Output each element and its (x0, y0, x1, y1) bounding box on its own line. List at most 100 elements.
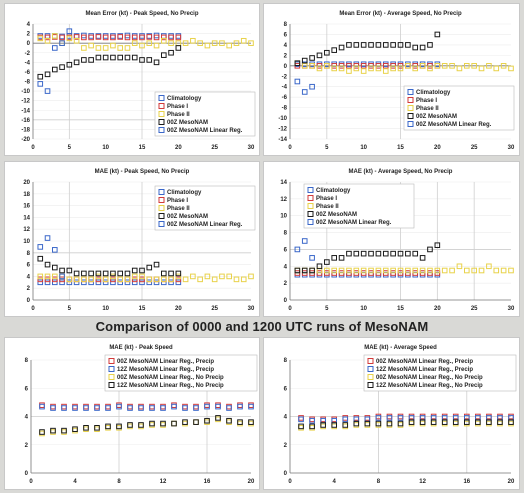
data-point (298, 423, 304, 430)
data-point (301, 89, 308, 95)
data-point (320, 416, 326, 423)
data-point (298, 425, 304, 431)
data-point (124, 276, 131, 283)
data-point (240, 276, 247, 283)
data-point (360, 250, 367, 257)
data-point (94, 426, 100, 433)
data-point (486, 420, 492, 427)
data-point (102, 33, 109, 39)
series-00z-mesonam-linear-reg (37, 235, 65, 280)
data-point (37, 279, 44, 286)
data-point (50, 403, 56, 410)
data-point (61, 405, 67, 411)
data-point (131, 273, 138, 280)
y-tick-label: -4 (282, 85, 288, 91)
data-point (171, 420, 177, 427)
data-point (83, 403, 89, 410)
series-00z-mesonam-linear-reg-no-precip (39, 416, 254, 437)
y-tick-label: 20 (23, 180, 30, 186)
series-phase-ii (37, 33, 254, 51)
x-tick-label: 20 (175, 306, 182, 312)
chart-panel-mae-peak: MAE (kt) - Peak Speed, No Precip 20 18 16 14… (4, 161, 260, 317)
data-point (324, 267, 330, 274)
y-tick-label: 0 (284, 471, 288, 477)
data-point (419, 267, 426, 274)
data-point (171, 420, 177, 427)
data-point (117, 276, 124, 283)
data-point (102, 276, 109, 283)
data-point (294, 246, 301, 253)
data-point (375, 415, 382, 421)
chart-title: Mean Error (kt) - Average Speed, No Prec… (339, 11, 462, 17)
series-00z-mesonam (37, 255, 182, 277)
data-point (478, 65, 485, 72)
data-point (331, 422, 338, 428)
y-tick-label: 0 (284, 64, 288, 70)
x-tick-label: 0 (31, 306, 35, 312)
data-point (168, 34, 174, 41)
data-point (427, 42, 433, 48)
data-point (44, 34, 51, 41)
data-point (131, 33, 138, 39)
data-point (211, 40, 218, 46)
data-point (240, 37, 247, 44)
data-point (44, 88, 51, 94)
series-00z-mesonam-linear-reg-precip (298, 413, 514, 423)
legend-label: 00Z MesoNAM (316, 212, 357, 218)
data-point (146, 276, 153, 283)
data-point (88, 42, 94, 49)
data-point (117, 54, 124, 61)
data-point (346, 68, 352, 74)
y-tick-label: 2 (25, 443, 29, 449)
data-point (44, 33, 51, 39)
data-point (193, 419, 199, 425)
data-point (105, 405, 111, 411)
y-tick-label: 8 (25, 358, 29, 364)
legend-marker (367, 358, 374, 364)
data-point (397, 250, 404, 257)
data-point (110, 34, 116, 41)
data-point (309, 416, 315, 423)
data-point (88, 276, 94, 283)
data-point (486, 63, 492, 69)
data-point (346, 267, 352, 274)
data-point (39, 430, 45, 437)
data-point (139, 273, 145, 280)
series-phase-ii (294, 60, 514, 74)
data-point (475, 419, 481, 425)
data-point (59, 276, 65, 283)
data-point (219, 40, 225, 46)
y-tick-label: 10 (280, 214, 287, 220)
data-point (153, 276, 160, 283)
data-point (331, 47, 338, 53)
data-point (294, 267, 301, 274)
y-tick-label: 2 (284, 53, 288, 59)
y-tick-label: 8 (284, 231, 288, 237)
data-point (390, 42, 396, 48)
chart-svg: Mean Error (kt) - Peak Speed, No Precip 4… (21, 11, 256, 151)
y-tick-label: 14 (280, 180, 287, 186)
legend-label: Phase II (167, 206, 190, 212)
data-point (95, 45, 102, 51)
data-point (338, 65, 345, 72)
legend: Climatology Phase I Phase II 00Z MesoNAM 00Z… (154, 91, 256, 137)
data-point (419, 420, 426, 427)
x-tick-label: 16 (204, 479, 211, 485)
data-point (116, 423, 122, 430)
data-point (37, 255, 44, 262)
data-point (419, 419, 426, 425)
data-point (331, 416, 338, 423)
data-point (324, 259, 330, 265)
x-tick-label: 25 (211, 306, 218, 312)
data-point (171, 403, 177, 410)
y-tick-label: 4 (284, 43, 288, 49)
data-point (301, 63, 308, 69)
data-point (110, 54, 116, 61)
data-point (50, 427, 56, 434)
data-point (88, 34, 94, 41)
data-point (434, 31, 441, 38)
y-tick-label: -4 (25, 60, 31, 66)
data-point (419, 44, 426, 51)
data-point (83, 426, 89, 433)
data-point (131, 267, 138, 274)
